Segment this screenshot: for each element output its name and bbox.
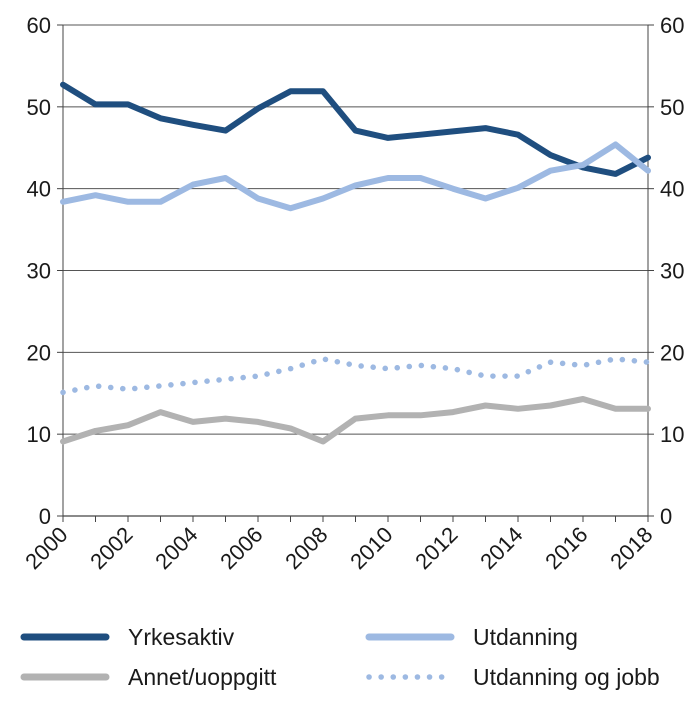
y-axis-left-labels: 0 10 20 30 40 50 60	[27, 13, 51, 529]
axes	[57, 24, 654, 522]
y-tick-label-left: 10	[27, 422, 51, 447]
series-line-yrkesaktiv	[60, 81, 651, 177]
series-line-utdanning	[60, 141, 651, 212]
x-tick-label: 2006	[215, 522, 267, 574]
y-tick-label-left: 50	[27, 95, 51, 120]
x-tick-label: 2016	[540, 522, 592, 574]
y-tick-label-right: 30	[660, 259, 684, 284]
legend: Yrkesaktiv Utdanning Annet/uoppgitt Utda…	[0, 612, 700, 702]
y-tick-label-right: 10	[660, 422, 684, 447]
gridlines	[63, 24, 648, 435]
y-tick-label-right: 0	[660, 504, 672, 529]
legend-swatch-utdanning-og-jobb	[366, 674, 454, 680]
legend-item-utdanning: Utdanning	[365, 620, 578, 654]
y-tick-label-left: 40	[27, 177, 51, 202]
x-tick-label: 2010	[345, 522, 397, 574]
x-tick-label: 2002	[85, 522, 137, 574]
legend-swatch-utdanning	[365, 633, 455, 641]
y-tick-label-right: 40	[660, 177, 684, 202]
line-chart: 0 10 20 30 40 50 60 0 10 20 30 40 50 60 2000 2002 2004…	[20, 13, 684, 574]
y-tick-label-left: 30	[27, 259, 51, 284]
x-tick-label: 2018	[605, 522, 657, 574]
legend-label-utdanning-og-jobb: Utdanning og jobb	[473, 663, 660, 690]
series-lines	[60, 81, 651, 445]
legend-label-yrkesaktiv: Yrkesaktiv	[128, 623, 235, 650]
y-tick-label-left: 0	[39, 504, 51, 529]
y-tick-label-left: 60	[27, 13, 51, 38]
legend-swatch-annet-uoppgitt	[20, 673, 110, 681]
y-tick-label-left: 20	[27, 340, 51, 365]
legend-swatch-yrkesaktiv	[20, 633, 110, 641]
legend-item-utdanning-og-jobb: Utdanning og jobb	[365, 660, 660, 694]
legend-item-annet-uoppgitt: Annet/uoppgitt	[20, 660, 276, 694]
x-tick-label: 2004	[150, 522, 202, 574]
x-tick-label: 2008	[280, 522, 332, 574]
y-tick-label-right: 50	[660, 95, 684, 120]
legend-item-yrkesaktiv: Yrkesaktiv	[20, 620, 234, 654]
y-tick-label-right: 20	[660, 340, 684, 365]
x-axis-labels: 2000 2002 2004 2006 2008 2010 2012 2014 2016 2018	[20, 522, 657, 574]
legend-label-annet-uoppgitt: Annet/uoppgitt	[128, 663, 277, 690]
x-tick-label: 2000	[20, 522, 72, 574]
x-tick-label: 2012	[410, 522, 462, 574]
y-axis-right-labels: 0 10 20 30 40 50 60	[660, 13, 684, 529]
series-line-annet-uoppgitt	[60, 396, 651, 445]
x-tick-label: 2014	[475, 522, 527, 574]
series-line-utdanning-og-jobb	[60, 356, 651, 396]
y-tick-label-right: 60	[660, 13, 684, 38]
legend-label-utdanning: Utdanning	[473, 623, 578, 650]
